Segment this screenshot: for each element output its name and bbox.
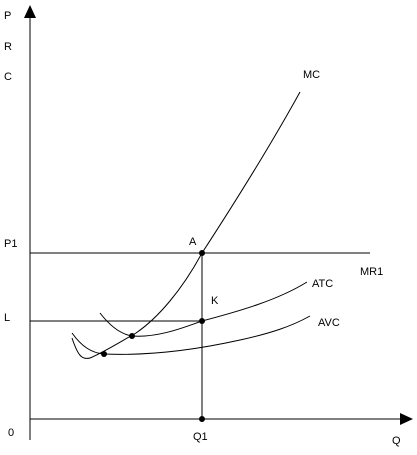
point-k-label: K <box>211 295 219 307</box>
mc-label: MC <box>303 69 320 81</box>
y-axis-arrowhead <box>24 5 36 18</box>
p1-label: P1 <box>4 238 17 250</box>
q1-label: Q1 <box>193 431 208 443</box>
q1-point <box>199 416 205 422</box>
atc-label: ATC <box>312 278 333 290</box>
y-axis-label-r: R <box>4 41 12 53</box>
x-axis-arrowhead <box>400 413 413 425</box>
origin-label: 0 <box>8 427 14 439</box>
avc-curve <box>71 315 311 355</box>
y-axis-label-p: P <box>4 10 11 22</box>
y-axis-label-c: C <box>4 71 12 83</box>
mr1-label: MR1 <box>360 266 383 278</box>
point-k <box>199 318 205 324</box>
l-label: L <box>4 312 10 324</box>
mc-atc-intersection-point <box>129 333 135 339</box>
mc-avc-intersection-point <box>101 351 107 357</box>
x-axis-label-q: Q <box>392 435 401 447</box>
point-a-label: A <box>189 236 197 248</box>
mc-curve <box>71 91 301 359</box>
point-a <box>199 250 205 256</box>
avc-label: AVC <box>318 317 340 329</box>
atc-curve <box>99 281 308 337</box>
